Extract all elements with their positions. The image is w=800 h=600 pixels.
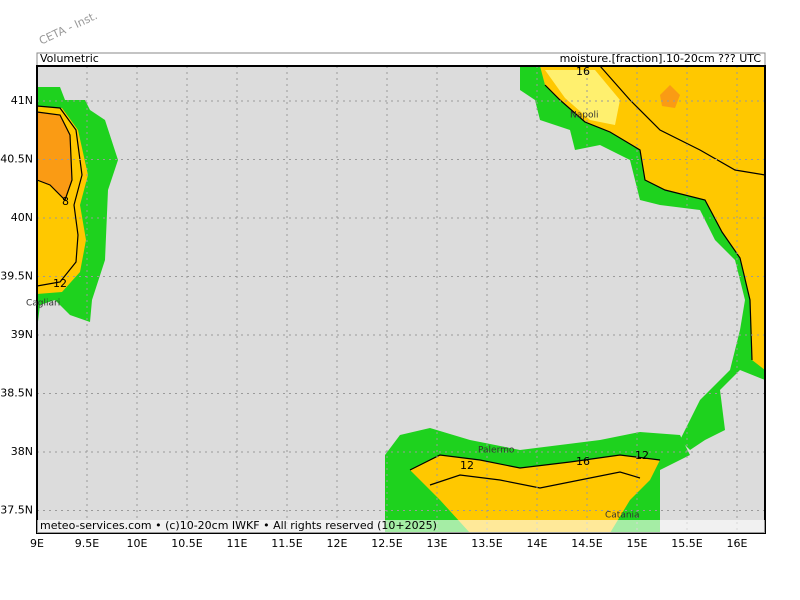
lon-label: 11.5E xyxy=(271,537,302,550)
lon-label: 15E xyxy=(627,537,648,550)
contour xyxy=(599,65,766,176)
lon-label: 10.5E xyxy=(171,537,202,550)
contour-label: 12 xyxy=(53,277,67,290)
lat-label: 40.5N xyxy=(0,153,33,166)
lat-label: 39N xyxy=(11,328,33,341)
left-title: Volumetric xyxy=(40,52,99,65)
footer-credit: meteo-services.com • (c)10-20cm IWKF • A… xyxy=(40,519,437,532)
lat-label: 39.5N xyxy=(0,270,33,283)
lon-label: 13.5E xyxy=(471,537,502,550)
contour-label: 12 xyxy=(460,459,474,472)
footer-band xyxy=(37,520,765,533)
lon-label: 12E xyxy=(327,537,348,550)
lat-label: 37.5N xyxy=(0,504,33,517)
lon-label: 16E xyxy=(727,537,748,550)
contour xyxy=(36,105,83,287)
place-label: Napoli xyxy=(570,111,598,121)
lat-label: 40N xyxy=(11,211,33,224)
lon-label: 11E xyxy=(227,537,248,550)
watermark: CETA - Inst. xyxy=(37,9,99,47)
lon-label: 9.5E xyxy=(75,537,99,550)
mainland-fill xyxy=(540,66,765,370)
lon-label: 14.5E xyxy=(571,537,602,550)
sardinia-max xyxy=(37,112,72,200)
mainland-max xyxy=(660,85,680,108)
lon-label: 10E xyxy=(127,537,148,550)
sicily-fill xyxy=(410,455,660,533)
contour-label: 16 xyxy=(576,455,590,468)
lat-label: 41N xyxy=(11,94,33,107)
contour xyxy=(429,471,641,489)
grid xyxy=(37,66,765,533)
contour-label: 8 xyxy=(62,195,69,208)
lon-label: 9E xyxy=(30,537,44,550)
contour-label: 16 xyxy=(576,65,590,78)
lon-label: 15.5E xyxy=(671,537,702,550)
contour xyxy=(409,454,661,471)
lon-label: 12.5E xyxy=(371,537,402,550)
lon-label: 13E xyxy=(427,537,448,550)
lat-label: 38N xyxy=(11,445,33,458)
contour xyxy=(544,84,753,361)
lat-label: 38.5N xyxy=(0,387,33,400)
place-label: Cagliari xyxy=(26,299,60,309)
place-label: Catania xyxy=(605,511,640,521)
right-title: moisture.[fraction].10-20cm ??? UTC xyxy=(560,52,762,65)
land xyxy=(36,65,766,533)
place-label: Palermo xyxy=(478,446,515,456)
contour xyxy=(36,111,73,202)
mainland-yellow xyxy=(545,70,620,125)
lon-label: 14E xyxy=(527,537,548,550)
contour-label: 12 xyxy=(635,449,649,462)
